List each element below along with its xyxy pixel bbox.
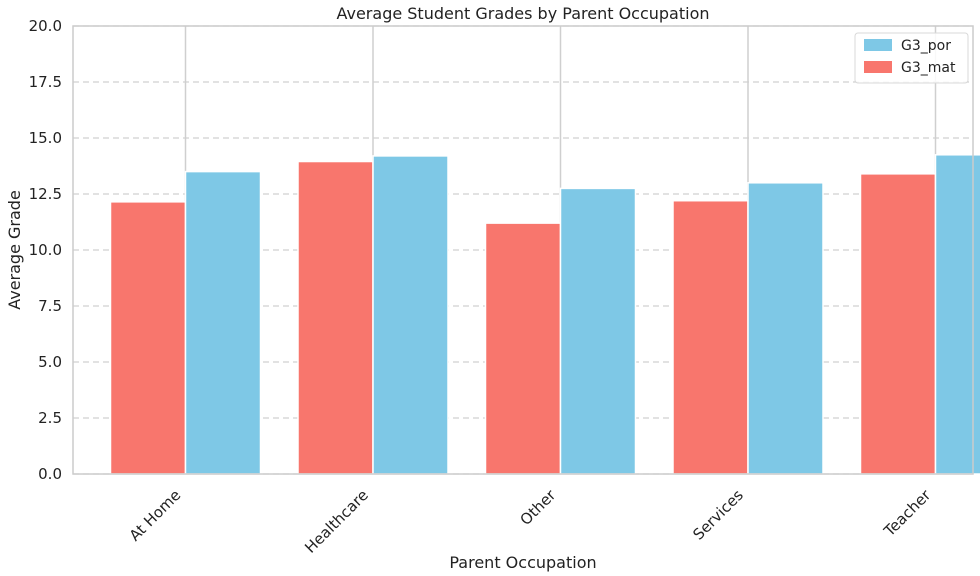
bar-g3-por — [747, 182, 824, 475]
x-tick-label: Other — [516, 486, 559, 529]
y-tick-label: 5.0 — [38, 353, 62, 371]
bar-g3-mat — [859, 173, 937, 475]
y-tick-label: 12.5 — [29, 185, 62, 203]
legend-swatch — [864, 39, 892, 51]
y-tick-label: 10.0 — [29, 241, 62, 259]
bar-g3-mat — [484, 222, 562, 475]
bar-g3-por — [372, 155, 449, 475]
y-axis-label: Average Grade — [5, 190, 24, 310]
chart-title: Average Student Grades by Parent Occupat… — [336, 4, 709, 23]
x-tick-label: Healthcare — [301, 486, 372, 557]
bar-g3-por — [559, 187, 637, 475]
x-tick-label: At Home — [126, 486, 185, 545]
legend-swatch — [864, 61, 892, 73]
y-tick-label: 0.0 — [38, 465, 62, 483]
bar-layer — [109, 154, 980, 475]
x-tick-label: Teacher — [880, 486, 935, 541]
y-tick-label: 2.5 — [38, 409, 62, 427]
y-tick-label: 15.0 — [29, 129, 62, 147]
bar-g3-mat — [109, 201, 187, 475]
axis-layer — [72, 25, 974, 475]
legend-label: G3_mat — [901, 60, 956, 76]
y-tick-label: 20.0 — [29, 17, 62, 35]
y-tick-label: 17.5 — [29, 73, 62, 91]
legend: G3_por G3_mat — [854, 32, 969, 84]
bar-g3-mat — [297, 160, 374, 475]
x-axis-label: Parent Occupation — [449, 553, 596, 572]
bar-g3-por — [184, 170, 262, 475]
plot-frame — [72, 25, 974, 475]
bar-g3-mat — [672, 199, 749, 475]
x-tick-label: Services — [689, 486, 747, 544]
legend-label: G3_por — [901, 38, 951, 54]
y-tick-label: 7.5 — [38, 297, 62, 315]
